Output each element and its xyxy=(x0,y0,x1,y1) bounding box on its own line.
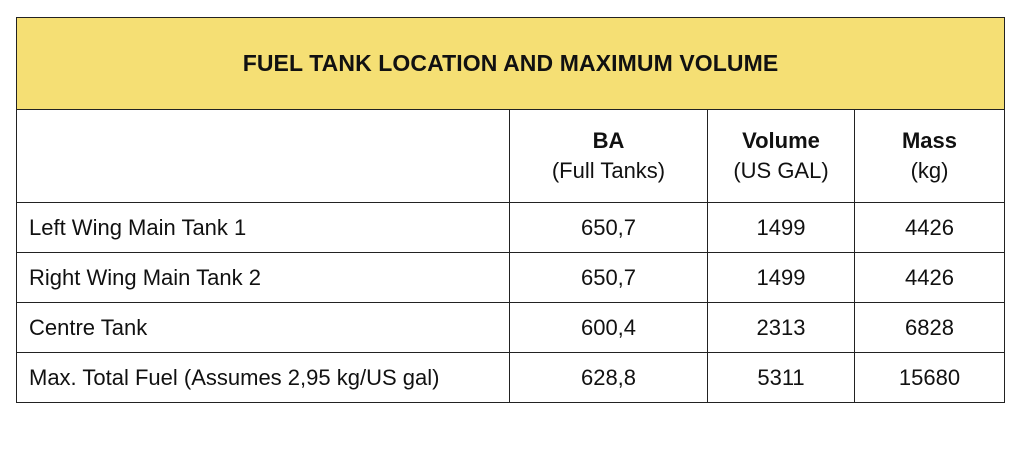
row-volume-value: 5311 xyxy=(707,352,855,403)
header-cell-empty xyxy=(16,109,510,203)
row-ba-value: 600,4 xyxy=(509,302,708,353)
row-mass-value: 15680 xyxy=(853,352,1006,403)
table-row: Right Wing Main Tank 2 650,7 1499 4426 xyxy=(16,252,1006,303)
table-row: Left Wing Main Tank 1 650,7 1499 4426 xyxy=(16,202,1006,253)
header-cell-ba: BA (Full Tanks) xyxy=(509,109,708,203)
row-ba-value: 628,8 xyxy=(509,352,708,403)
row-label: Centre Tank xyxy=(16,302,510,353)
title-row: FUEL TANK LOCATION AND MAXIMUM VOLUME xyxy=(15,17,1006,110)
table-row: Centre Tank 600,4 2313 6828 xyxy=(16,302,1006,353)
header-row: BA (Full Tanks) Volume (US GAL) Mass (kg… xyxy=(16,109,1006,203)
row-volume-value: 1499 xyxy=(707,202,855,253)
fuel-tank-table: FUEL TANK LOCATION AND MAXIMUM VOLUME BA… xyxy=(15,17,1006,403)
row-label: Right Wing Main Tank 2 xyxy=(16,252,510,303)
table-row-total: Max. Total Fuel (Assumes 2,95 kg/US gal)… xyxy=(16,352,1006,403)
row-volume-value: 2313 xyxy=(707,302,855,353)
header-ba-sub: (Full Tanks) xyxy=(551,158,666,183)
row-mass-value: 4426 xyxy=(853,202,1006,253)
row-label: Left Wing Main Tank 1 xyxy=(16,202,510,253)
row-ba-value: 650,7 xyxy=(509,252,708,303)
row-ba-value: 650,7 xyxy=(509,202,708,253)
header-volume-sub: (US GAL) xyxy=(733,158,829,183)
row-label: Max. Total Fuel (Assumes 2,95 kg/US gal) xyxy=(16,352,510,403)
header-mass-label: Mass xyxy=(901,128,958,153)
fuel-table-container: FUEL TANK LOCATION AND MAXIMUM VOLUME BA… xyxy=(15,17,1006,403)
row-volume-value: 1499 xyxy=(707,252,855,303)
header-volume-label: Volume xyxy=(742,128,820,153)
table-title: FUEL TANK LOCATION AND MAXIMUM VOLUME xyxy=(15,17,1006,110)
row-mass-value: 4426 xyxy=(853,252,1006,303)
header-mass-sub: (kg) xyxy=(910,158,949,183)
row-mass-value: 6828 xyxy=(853,302,1006,353)
header-cell-volume: Volume (US GAL) xyxy=(707,109,855,203)
header-ba-label: BA xyxy=(592,128,625,153)
header-cell-mass: Mass (kg) xyxy=(853,109,1006,203)
